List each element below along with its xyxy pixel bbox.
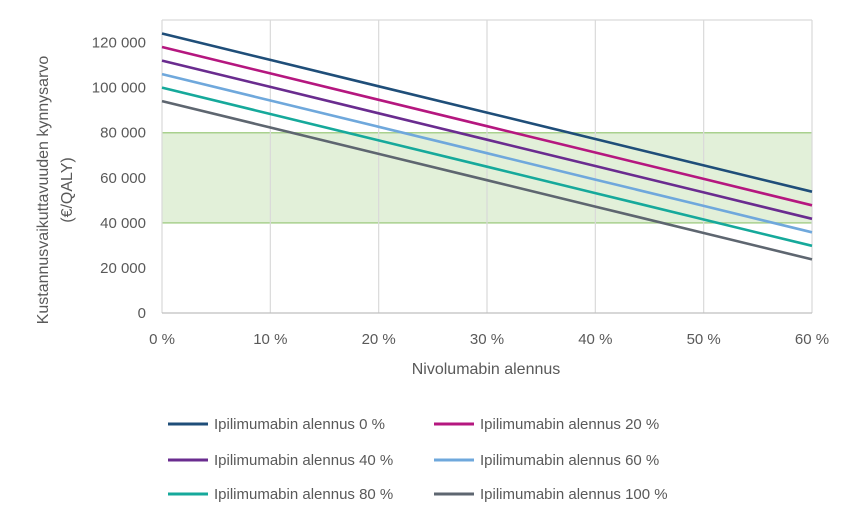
legend: Ipilimumabin alennus 0 % Ipilimumabin ale… <box>168 416 668 503</box>
series-line-4 <box>161 72 813 234</box>
x-tick-label: 20 % <box>362 331 396 348</box>
x-tick-label: 30 % <box>470 331 504 348</box>
legend-label: Ipilimumabin alennus 40 % <box>214 452 393 469</box>
legend-label: Ipilimumabin alennus 60 % <box>480 452 659 469</box>
y-tick-label: 120 000 <box>92 35 146 52</box>
legend-label: Ipilimumabin alennus 0 % <box>214 416 385 433</box>
x-tick-label: 0 % <box>149 331 175 348</box>
y-axis-title: Kustannusvaikuttavuuden kynnysarvo (€/QA… <box>35 56 76 325</box>
y-tick-label: 80 000 <box>100 125 146 142</box>
legend-item: Ipilimumabin alennus 40 % <box>168 452 393 469</box>
legend-item: Ipilimumabin alennus 20 % <box>434 416 659 433</box>
legend-label: Ipilimumabin alennus 80 % <box>214 486 393 503</box>
x-tick-label: 40 % <box>578 331 612 348</box>
x-tick-label: 10 % <box>253 331 287 348</box>
series-line-1 <box>161 32 813 193</box>
y-tick-label: 0 <box>138 305 146 322</box>
x-tick-label: 60 % <box>795 331 829 348</box>
series-line-5 <box>161 86 813 248</box>
legend-item: Ipilimumabin alennus 0 % <box>168 416 385 433</box>
y-axis-title-line-1: Kustannusvaikuttavuuden kynnysarvo <box>35 56 52 325</box>
y-tick-label: 20 000 <box>100 260 146 277</box>
y-tick-label: 60 000 <box>100 170 146 187</box>
legend-item: Ipilimumabin alennus 100 % <box>434 486 668 503</box>
series-line-3 <box>161 59 813 221</box>
y-axis-title-line-2: (€/QALY) <box>59 157 76 223</box>
y-tick-label: 40 000 <box>100 215 146 232</box>
x-tick-labels: 0 % 10 % 20 % 30 % 40 % 50 % 60 % <box>149 331 829 348</box>
x-axis-title: Nivolumabin alennus <box>412 361 561 378</box>
legend-label: Ipilimumabin alennus 100 % <box>480 486 668 503</box>
series-line-2 <box>161 45 813 207</box>
legend-item: Ipilimumabin alennus 60 % <box>434 452 659 469</box>
series-lines <box>161 32 813 261</box>
series-line-6 <box>161 99 813 261</box>
y-tick-label: 100 000 <box>92 80 146 97</box>
x-tick-label: 50 % <box>687 331 721 348</box>
legend-label: Ipilimumabin alennus 20 % <box>480 416 659 433</box>
legend-item: Ipilimumabin alennus 80 % <box>168 486 393 503</box>
y-tick-labels: 0 20 000 40 000 60 000 80 000 100 000 120 000 <box>92 35 146 322</box>
